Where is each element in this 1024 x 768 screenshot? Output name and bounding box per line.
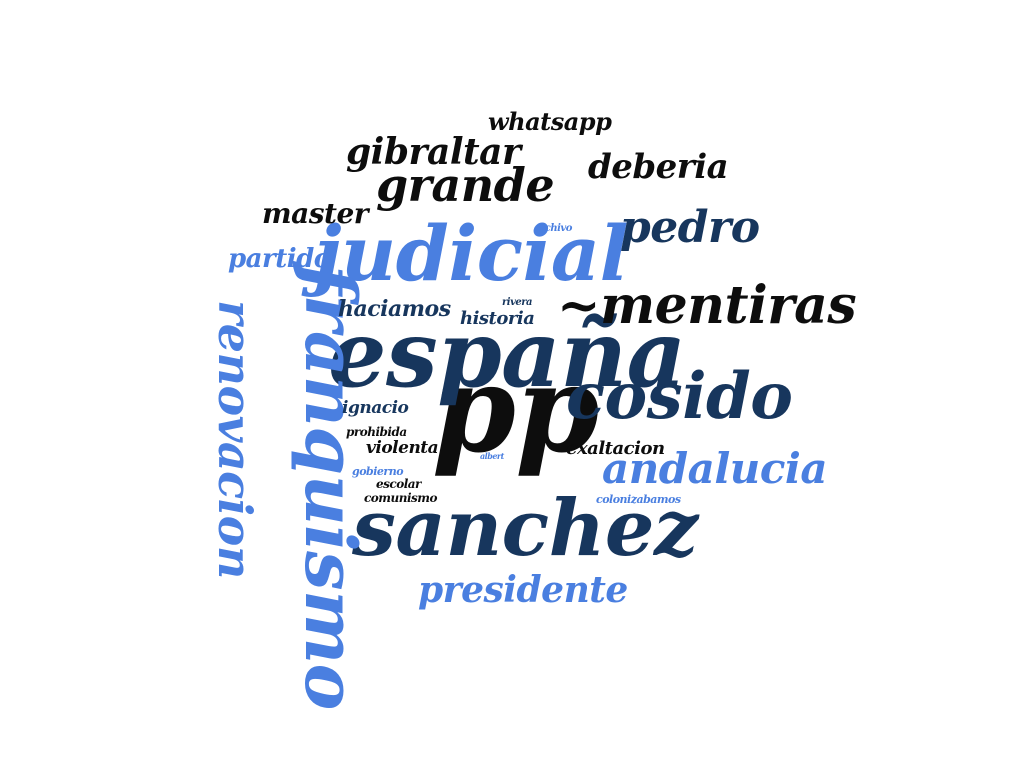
word-gibraltar: gibraltar [346,131,521,173]
word-haciamos: haciamos [338,296,451,322]
word-master: master [262,197,369,230]
word-judicial: judicial [314,209,629,298]
word-archivo: archivo [534,223,572,234]
word-comunismo: comunismo [364,491,437,505]
word-mentiras: ~mentiras [557,275,857,336]
word-franquismo: franquismo [289,265,372,710]
word-deberia: deberia [588,147,729,187]
word-prohibida: prohibida [346,425,407,439]
word-colonizabamos: colonizabamos [596,493,681,506]
word-sanchez: sanchez [352,483,698,574]
word-ignacio: ignacio [342,398,409,418]
word-rivera: rivera [502,297,533,308]
word-pedro: pedro [620,202,760,253]
word-pp: pp [432,339,599,480]
word-presidente: presidente [418,569,628,611]
word-andalucia: andalucia [602,444,828,493]
word-partido: partido [228,244,331,274]
word-gobierno: gobierno [352,465,404,478]
word-violenta: violenta [366,438,439,458]
word-grande: grande [376,158,555,212]
word-renovacion: renovacion [208,300,262,579]
word-albert: albert [480,451,504,461]
word-escolar: escolar [376,477,421,491]
word-cosido: cosido [566,359,793,434]
word-exaltacion: exaltacion [566,438,665,459]
word-espana: españa [328,300,686,408]
word-whatsapp: whatsapp [488,107,612,136]
word-historia: historia [460,308,535,329]
